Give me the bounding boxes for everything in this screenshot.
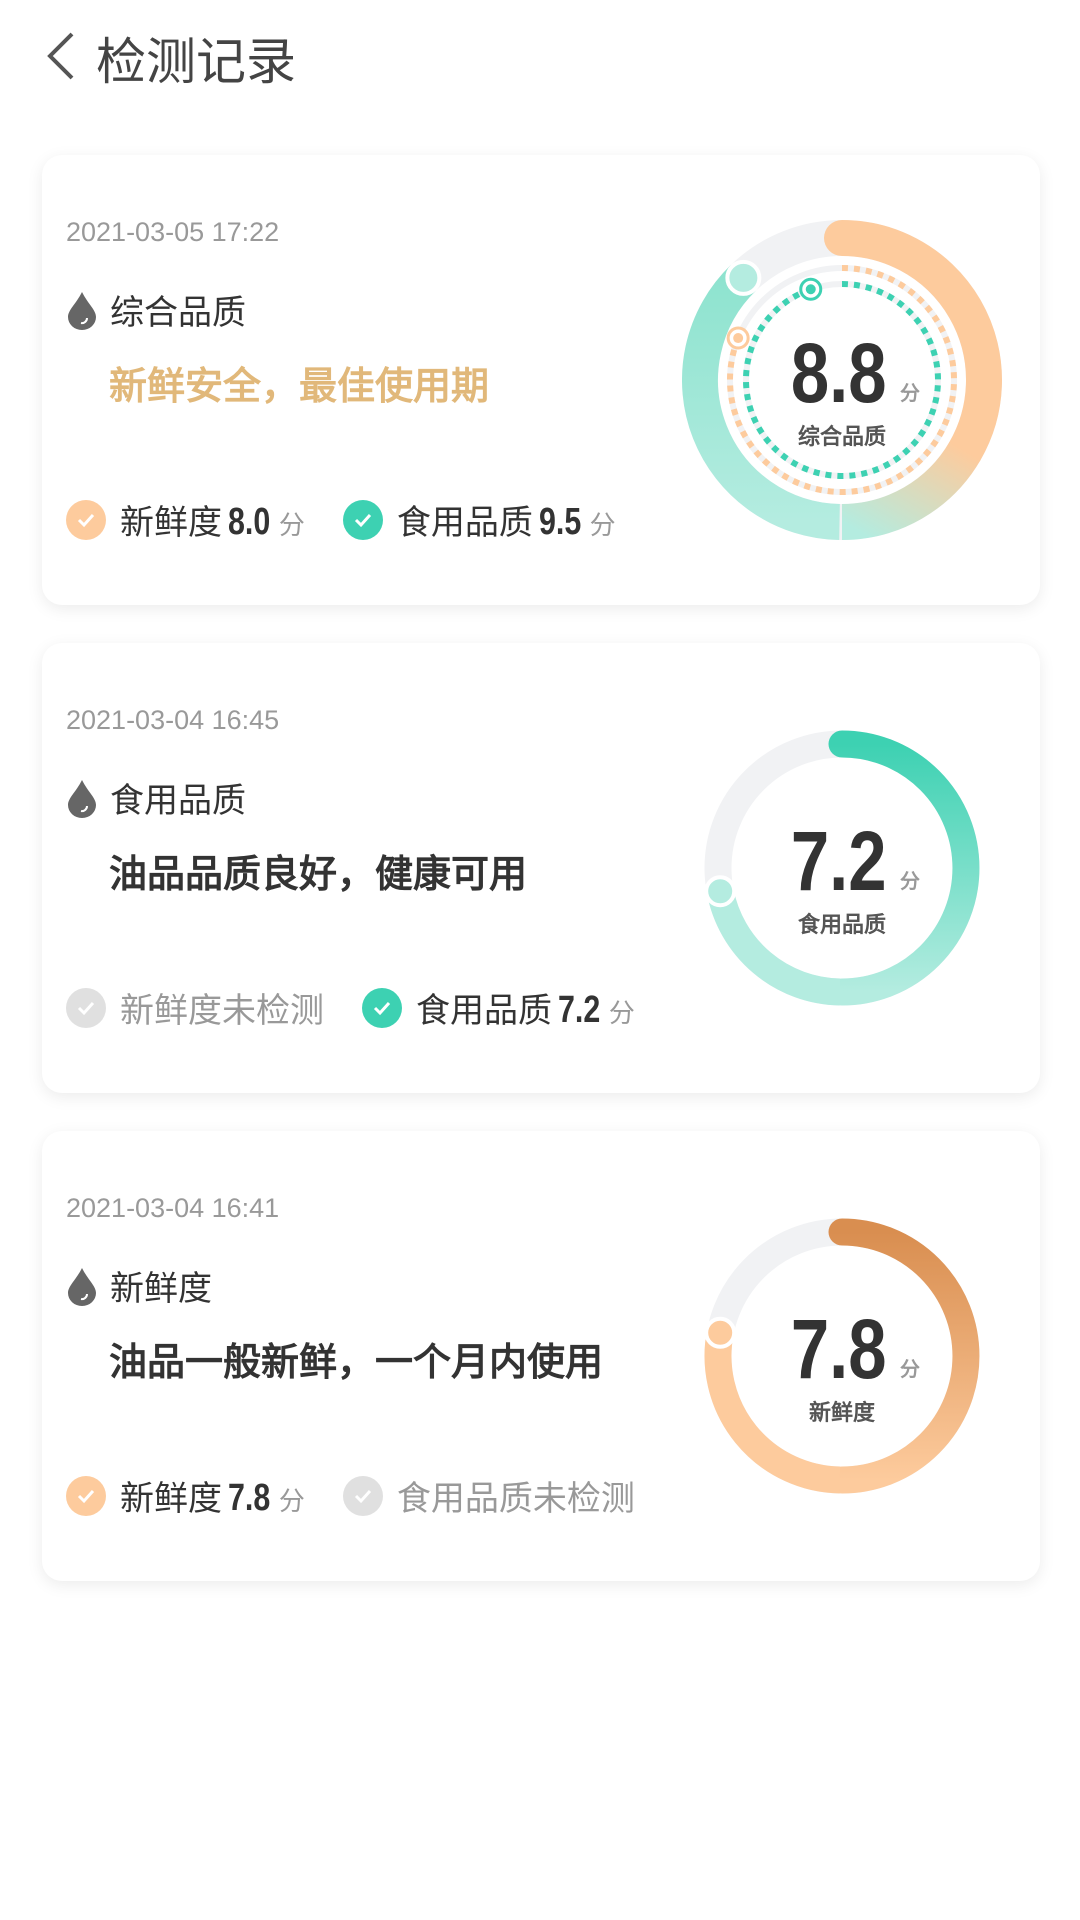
- score-value: 7.8: [791, 1303, 887, 1397]
- score-unit: 分: [900, 869, 920, 893]
- score-arc-tail: [704, 1330, 841, 1494]
- record-card[interactable]: 2021-03-04 16:45 食用品质 油品品质良好，健康可用 新鲜度未检测…: [42, 643, 1040, 1093]
- header: 检测记录: [0, 0, 1080, 115]
- check-icon: [66, 499, 106, 540]
- record-description: 新鲜安全，最佳使用期: [109, 364, 490, 408]
- freshness-dot-core: [733, 333, 744, 344]
- score-unit: 分: [900, 1357, 920, 1381]
- page-title: 检测记录: [96, 33, 296, 91]
- oil-drop-icon: [68, 1267, 96, 1306]
- record-type: 新鲜度: [66, 1261, 212, 1310]
- freshness-untested: 新鲜度未检测: [66, 983, 324, 1032]
- score-arc-tail: [706, 888, 841, 1006]
- record-card[interactable]: 2021-03-05 17:22 综合品质 新鲜安全，最佳使用期 新鲜度 8.0 分…: [42, 155, 1040, 605]
- check-icon: [66, 987, 106, 1028]
- record-type: 综合品质: [66, 285, 246, 334]
- score-value: 7.2: [791, 815, 887, 909]
- score-value: 8.8: [791, 327, 887, 421]
- check-icon: [362, 987, 402, 1028]
- oil-drop-icon: [68, 779, 96, 818]
- ring-label: 食用品质: [798, 912, 886, 938]
- freshness-dotted-arc: [727, 265, 957, 495]
- quality-score: 食用品质 7.2 分: [362, 983, 635, 1032]
- check-icon: [342, 1475, 383, 1516]
- quality-dot-core: [805, 284, 816, 295]
- freshness-score: 新鲜度 7.8 分: [66, 1471, 305, 1520]
- freshness-score: 新鲜度 8.0 分: [66, 495, 305, 544]
- sub-scores: 新鲜度未检测 食用品质 7.2 分: [66, 983, 673, 1032]
- check-icon: [66, 1475, 106, 1516]
- sub-scores: 新鲜度 7.8 分食用品质未检测: [66, 1471, 673, 1520]
- score-unit: 分: [900, 381, 920, 405]
- record-date: 2021-03-05 17:22: [66, 217, 280, 247]
- score-knob: [704, 875, 737, 908]
- sub-scores: 新鲜度 8.0 分食用品质 9.5 分: [66, 495, 654, 544]
- quality-untested: 食用品质未检测: [342, 1471, 635, 1520]
- record-card[interactable]: 2021-03-04 16:41 新鲜度 油品一般新鲜，一个月内使用 新鲜度 7.…: [42, 1131, 1040, 1581]
- record-type: 食用品质: [66, 773, 246, 822]
- check-icon: [342, 499, 383, 540]
- quality-arc: [682, 264, 841, 540]
- record-date: 2021-03-04 16:45: [66, 705, 280, 735]
- ring-label: 综合品质: [798, 424, 886, 450]
- record-description: 油品一般新鲜，一个月内使用: [109, 1340, 604, 1384]
- score-arc: [828, 1218, 980, 1494]
- quality-knob: [725, 259, 762, 296]
- record-description: 油品品质良好，健康可用: [109, 852, 528, 896]
- quality-dotted-arc: [743, 281, 941, 479]
- quality-score: 食用品质 9.5 分: [342, 495, 616, 544]
- freshness-arc-tail: [841, 441, 981, 540]
- oil-drop-icon: [68, 291, 96, 330]
- score-knob: [704, 1316, 737, 1349]
- record-date: 2021-03-04 16:41: [66, 1193, 280, 1223]
- freshness-arc: [824, 220, 1002, 469]
- score-arc: [828, 730, 980, 1006]
- back-chevron-icon[interactable]: [42, 30, 82, 82]
- ring-label: 新鲜度: [809, 1400, 876, 1426]
